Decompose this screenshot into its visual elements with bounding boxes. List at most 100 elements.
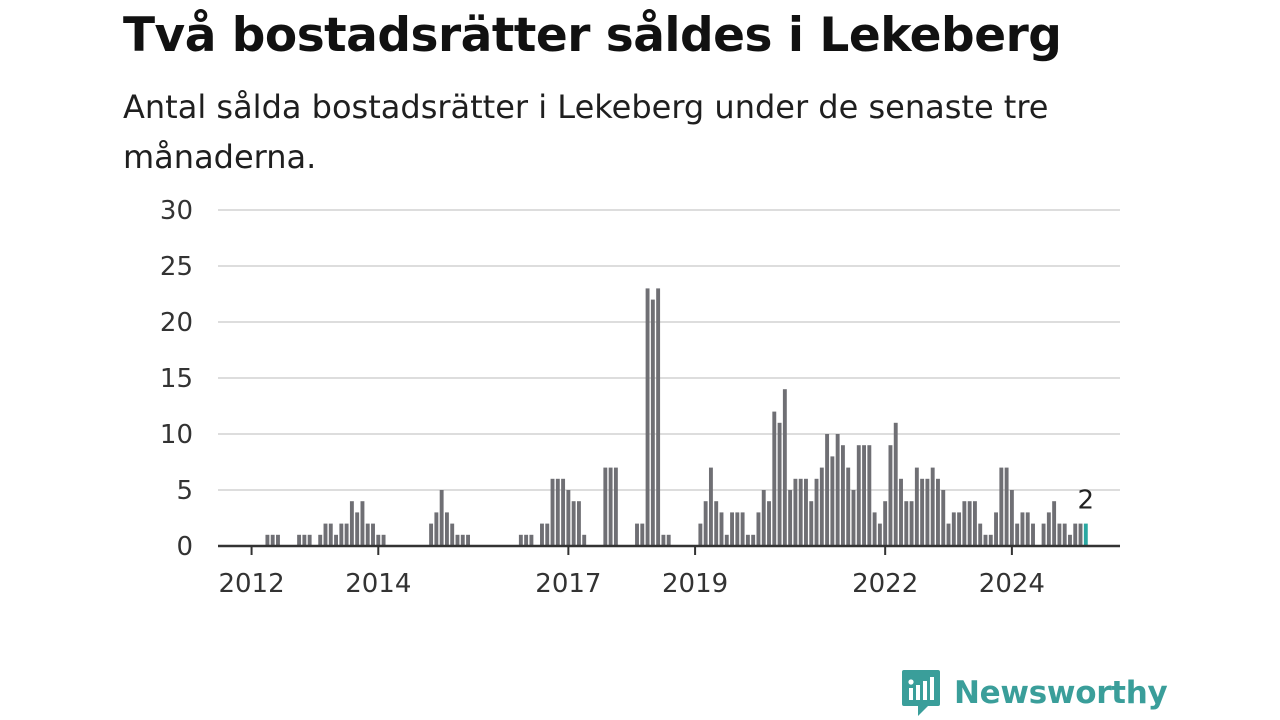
bar <box>941 490 946 546</box>
bar <box>967 501 972 546</box>
bar <box>270 534 275 546</box>
bar <box>724 534 729 546</box>
bar <box>613 467 618 546</box>
bar <box>318 534 323 546</box>
bar <box>983 534 988 546</box>
bar <box>349 501 354 546</box>
bar <box>555 478 560 546</box>
bar <box>972 501 977 546</box>
bar <box>582 534 587 546</box>
bar <box>265 534 270 546</box>
y-tick-label-30: 30 <box>160 196 193 226</box>
bar <box>650 299 655 546</box>
bar <box>877 523 882 546</box>
brand-name: Newsworthy <box>954 675 1168 711</box>
bar <box>767 501 771 546</box>
brand-logo: Newsworthy <box>900 668 1168 718</box>
y-axis-ticks: 0 5 10 15 20 25 30 <box>160 196 193 562</box>
bar <box>835 434 840 546</box>
bar <box>714 501 719 546</box>
bar <box>276 534 280 546</box>
bar <box>561 478 566 546</box>
bar <box>576 501 581 546</box>
bar <box>355 512 360 546</box>
bar <box>645 288 650 546</box>
bar <box>1046 512 1051 546</box>
bar <box>344 523 349 546</box>
bar <box>708 467 713 546</box>
bar <box>450 523 455 546</box>
y-tick-label-0: 0 <box>176 532 193 562</box>
bar <box>872 512 877 546</box>
x-tick-label-2012: 2012 <box>218 569 284 599</box>
bar <box>455 534 460 546</box>
bar <box>1031 523 1035 546</box>
bar <box>862 445 866 546</box>
bar <box>782 389 787 546</box>
bar <box>545 523 550 546</box>
bar <box>365 523 370 546</box>
bar <box>930 467 935 546</box>
bar <box>1009 490 1014 546</box>
bar <box>988 534 993 546</box>
y-tick-label-20: 20 <box>160 308 193 338</box>
bar <box>730 512 734 546</box>
bar <box>888 445 893 546</box>
bar <box>751 534 756 546</box>
bar <box>1015 523 1020 546</box>
bar <box>883 501 888 546</box>
bar <box>540 523 544 546</box>
bar <box>603 467 608 546</box>
y-tick-label-25: 25 <box>160 252 193 282</box>
bar <box>566 490 571 546</box>
bar <box>999 467 1004 546</box>
bar <box>798 478 803 546</box>
bar <box>635 523 639 546</box>
bar <box>434 512 439 546</box>
bar <box>460 534 465 546</box>
bar <box>608 467 613 546</box>
bar <box>698 523 703 546</box>
bar <box>777 422 782 546</box>
bar <box>339 523 344 546</box>
bar <box>909 501 914 546</box>
x-axis: 2012 2014 2017 2019 2022 2024 <box>218 544 1120 599</box>
bar <box>302 534 307 546</box>
bar <box>825 434 830 546</box>
bar <box>840 445 845 546</box>
bar <box>550 478 555 546</box>
bar <box>323 523 328 546</box>
bar <box>429 523 434 546</box>
newsworthy-logo-icon <box>902 670 940 716</box>
bar <box>804 478 808 546</box>
bar <box>529 534 534 546</box>
bar <box>899 478 903 546</box>
bar <box>772 411 777 546</box>
bar <box>439 490 444 546</box>
x-tick-label-2017: 2017 <box>535 569 601 599</box>
bar-latest <box>1083 523 1088 546</box>
bar <box>656 288 661 546</box>
bar <box>1025 512 1030 546</box>
bar <box>1041 523 1046 546</box>
x-tick-label-2022: 2022 <box>852 569 918 599</box>
bar <box>756 512 761 546</box>
bar <box>666 534 671 546</box>
bar <box>328 523 333 546</box>
bar <box>925 478 930 546</box>
bar <box>1052 501 1057 546</box>
bar <box>946 523 951 546</box>
bar <box>740 512 745 546</box>
gridlines <box>218 209 1120 491</box>
bar <box>904 501 909 546</box>
bar <box>830 456 835 546</box>
bar <box>1004 467 1009 546</box>
bar <box>867 445 872 546</box>
bar <box>936 478 940 546</box>
bar <box>856 445 861 546</box>
bars <box>265 288 1088 546</box>
y-tick-label-5: 5 <box>176 476 193 506</box>
bar <box>1057 523 1062 546</box>
bar <box>307 534 312 546</box>
